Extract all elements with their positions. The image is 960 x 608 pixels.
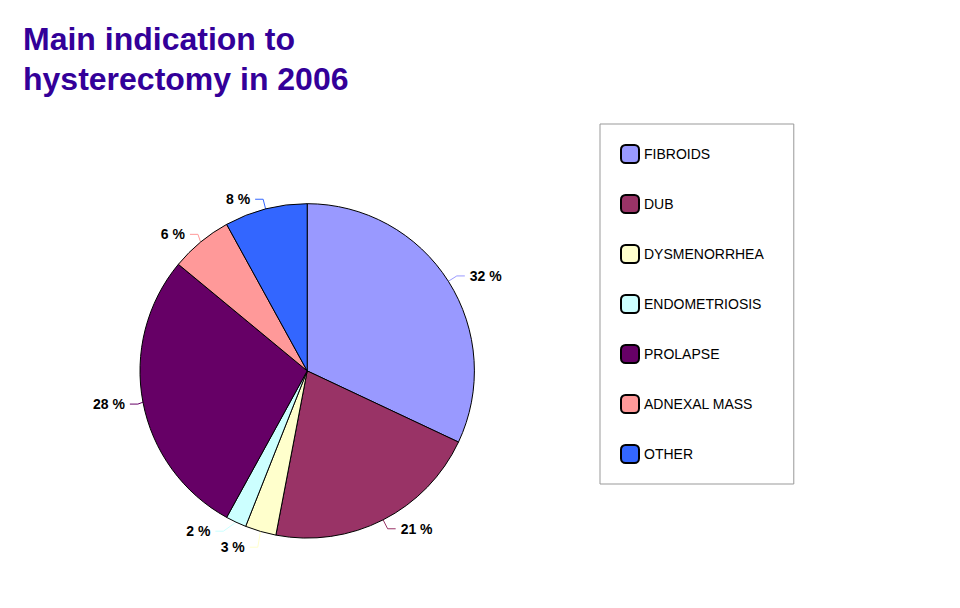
svg-text:2 %: 2 %	[186, 523, 211, 539]
svg-text:ENDOMETRIOSIS: ENDOMETRIOSIS	[644, 296, 761, 312]
svg-text:DYSMENORRHEA: DYSMENORRHEA	[644, 246, 764, 262]
svg-text:8 %: 8 %	[226, 191, 251, 207]
svg-text:hysterectomy in 2006: hysterectomy in 2006	[23, 61, 349, 97]
svg-text:3 %: 3 %	[221, 539, 246, 555]
svg-text:6 %: 6 %	[161, 226, 186, 242]
svg-text:FIBROIDS: FIBROIDS	[644, 146, 710, 162]
svg-text:OTHER: OTHER	[644, 446, 693, 462]
svg-text:Main indication to: Main indication to	[23, 21, 295, 57]
svg-text:28 %: 28 %	[93, 396, 125, 412]
svg-text:PROLAPSE: PROLAPSE	[644, 346, 719, 362]
svg-text:ADNEXAL MASS: ADNEXAL MASS	[644, 396, 752, 412]
svg-text:21 %: 21 %	[401, 521, 433, 537]
svg-text:32 %: 32 %	[470, 268, 502, 284]
svg-text:DUB: DUB	[644, 196, 674, 212]
